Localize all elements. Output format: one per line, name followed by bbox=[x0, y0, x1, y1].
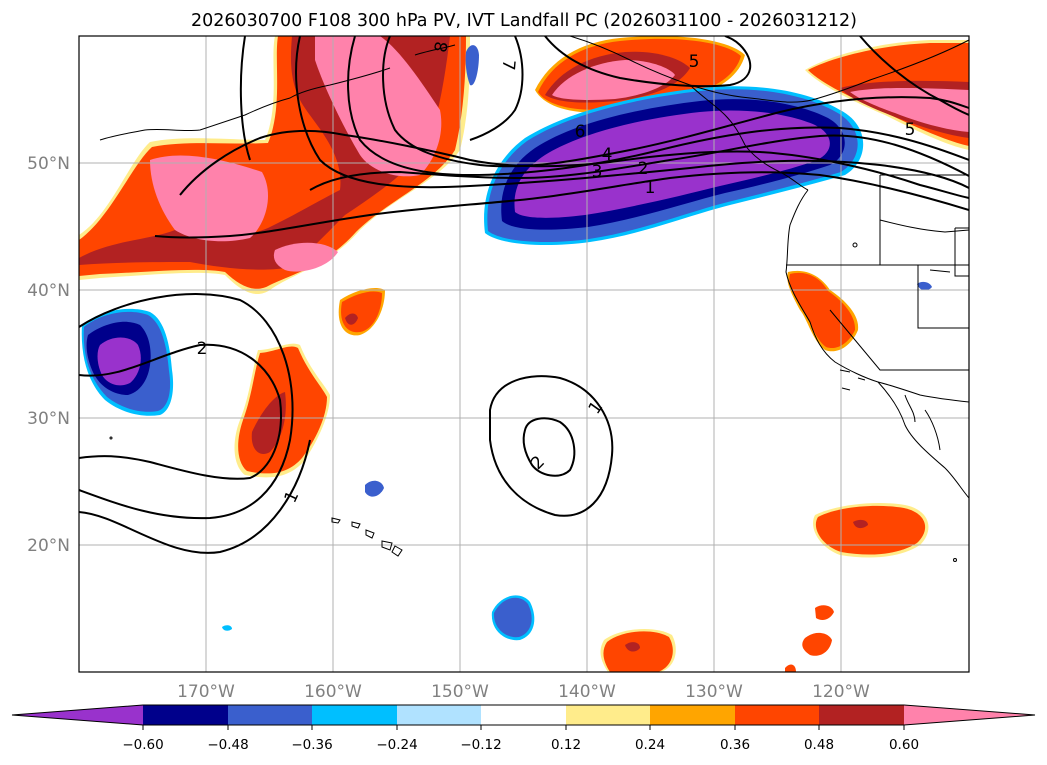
contour-label-5-east: 5 bbox=[905, 120, 916, 140]
colorbar-tick-label: −0.36 bbox=[291, 737, 332, 753]
positive-anomaly-central bbox=[234, 288, 385, 478]
islands bbox=[109, 242, 957, 562]
lat-label-40n: 40°N bbox=[27, 281, 70, 301]
contour-label-8: 8 bbox=[431, 40, 453, 54]
longitude-labels: 170°W 160°W 150°W 140°W 130°W 120°W bbox=[177, 682, 870, 702]
colorbar-extend-high bbox=[904, 705, 1035, 725]
map-frame bbox=[78, 35, 970, 673]
contour-label-4: 4 bbox=[602, 145, 613, 165]
map-title: 2026030700 F108 300 hPa PV, IVT Landfall… bbox=[191, 11, 857, 31]
colorbar-segment bbox=[228, 705, 312, 725]
lon-label-160w: 160°W bbox=[304, 682, 362, 702]
contour-label-2-west: 2 bbox=[197, 339, 208, 359]
colorbar-segment bbox=[143, 705, 228, 725]
contour-label-7: 7 bbox=[498, 59, 519, 72]
colorbar-tick-label: 0.48 bbox=[804, 737, 834, 753]
negative-anomaly-west bbox=[81, 308, 174, 416]
negative-anomaly-small bbox=[222, 45, 932, 641]
lon-label-140w: 140°W bbox=[558, 682, 616, 702]
contour-label-6: 6 bbox=[575, 122, 586, 142]
colorbar-tick-label: −0.12 bbox=[460, 737, 501, 753]
lat-label-20n: 20°N bbox=[27, 536, 70, 556]
contour-label-5-north: 5 bbox=[689, 52, 700, 72]
colorbar-tick-label: −0.24 bbox=[376, 737, 417, 753]
colorbar-tick-label: 0.36 bbox=[720, 737, 750, 753]
colorbar-tick-label: 0.12 bbox=[551, 737, 581, 753]
colorbar-tick-label: −0.60 bbox=[122, 737, 163, 753]
lon-label-170w: 170°W bbox=[177, 682, 235, 702]
positive-anomaly-northwest bbox=[79, 36, 470, 295]
colorbar-tick-label: 0.24 bbox=[635, 737, 665, 753]
coastlines bbox=[99, 36, 969, 499]
lon-label-130w: 130°W bbox=[685, 682, 743, 702]
colorbar-segment bbox=[566, 705, 650, 725]
lon-label-150w: 150°W bbox=[431, 682, 489, 702]
colorbar-extend-low bbox=[12, 705, 143, 725]
gridlines bbox=[79, 36, 969, 672]
positive-anomaly-california bbox=[787, 270, 859, 352]
lat-label-30n: 30°N bbox=[27, 409, 70, 429]
contour-label-3: 3 bbox=[592, 162, 603, 182]
contour-label-1-north: 1 bbox=[645, 178, 656, 198]
colorbar-segment bbox=[312, 705, 397, 725]
contour-label-2-north: 2 bbox=[638, 159, 649, 179]
colorbar-segment bbox=[650, 705, 735, 725]
colorbar-segment bbox=[481, 705, 566, 725]
colorbar-segment bbox=[735, 705, 819, 725]
colorbar-tick-label: −0.48 bbox=[207, 737, 248, 753]
colorbar: −0.60 −0.48 −0.36 −0.24 −0.12 0.12 0.24 … bbox=[11, 704, 1036, 753]
colorbar-ticks bbox=[142, 725, 905, 730]
colorbar-segment bbox=[819, 705, 904, 725]
lat-label-50n: 50°N bbox=[27, 154, 70, 174]
colorbar-tick-label: 0.60 bbox=[889, 737, 919, 753]
map-content: 8 7 6 5 4 3 2 1 5 2 1 1 2 bbox=[79, 36, 969, 672]
lon-label-120w: 120°W bbox=[812, 682, 870, 702]
colorbar-segment bbox=[397, 705, 481, 725]
latitude-labels: 50°N 40°N 30°N 20°N bbox=[27, 154, 70, 556]
positive-anomaly-south bbox=[600, 503, 929, 672]
pv-contours bbox=[79, 36, 969, 554]
